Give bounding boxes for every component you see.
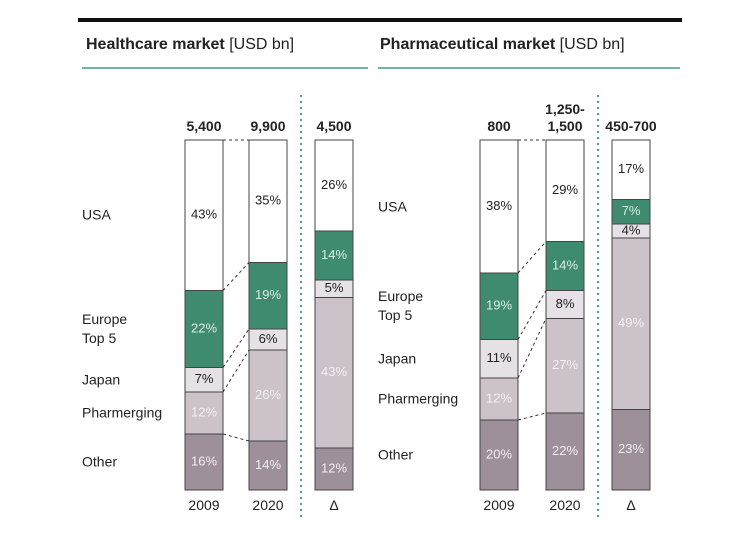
value-label: 26%	[321, 177, 347, 192]
legend-label: Japan	[378, 350, 417, 367]
legend-label: Europe Top 5	[82, 311, 128, 346]
bar-segment	[611, 139, 651, 200]
value-label: 6%	[259, 331, 278, 346]
value-label: 29%	[552, 182, 578, 197]
value-label: 26%	[255, 387, 281, 402]
bar-segment	[545, 318, 585, 414]
value-label: 14%	[552, 257, 578, 272]
bar-segment	[479, 272, 519, 340]
x-tick-label: 2009	[188, 497, 220, 513]
total-label: 5,400	[186, 118, 222, 134]
legend-label: Pharmerging	[378, 390, 459, 407]
bar-segment	[545, 290, 585, 319]
total-label: 4,500	[316, 118, 352, 134]
value-label: 14%	[321, 247, 347, 262]
x-tick-label: 2009	[483, 497, 515, 513]
bar-segment	[314, 139, 354, 232]
legend-label: USA	[378, 198, 407, 214]
bar-segment	[611, 237, 651, 410]
legend-label: Europe Top 5	[378, 288, 424, 324]
chart-title: Pharmaceutical market [USD bn]	[380, 36, 625, 53]
bar-segment	[545, 139, 585, 242]
value-label: 38%	[486, 198, 512, 213]
total-label: 9,900	[250, 118, 286, 134]
bar-segment	[184, 139, 224, 291]
value-label: 11%	[486, 350, 511, 365]
x-tick-label: Δ	[626, 497, 636, 513]
bar-segment	[184, 290, 224, 368]
legend-label: Japan	[82, 371, 121, 388]
value-label: 27%	[552, 357, 578, 372]
bar-segment	[479, 377, 519, 421]
chart-title: Healthcare market [USD bn]	[86, 36, 295, 53]
value-label: 14%	[255, 457, 281, 472]
bar-segment	[248, 139, 288, 263]
connector	[517, 412, 547, 421]
bar-segment	[248, 349, 288, 442]
value-label: 12%	[486, 390, 512, 405]
connector	[517, 318, 547, 379]
value-label: 43%	[191, 207, 217, 222]
total-label: 1,250-1,500	[545, 101, 585, 134]
bar-segment	[314, 447, 354, 491]
legend-label: USA	[82, 206, 111, 223]
bar-segment	[479, 339, 519, 379]
value-label: 7%	[195, 371, 214, 386]
value-label: 35%	[255, 193, 281, 208]
value-label: 22%	[191, 320, 217, 335]
connector	[222, 262, 250, 291]
bar-segment	[611, 199, 651, 225]
bar-segment	[545, 412, 585, 491]
legend-label: Pharmerging	[82, 404, 163, 421]
connector	[222, 349, 250, 393]
bar-segment	[184, 433, 224, 491]
value-label: 12%	[321, 460, 347, 475]
connector	[222, 328, 250, 368]
legend-label: Other	[82, 453, 118, 470]
bar-segment	[184, 367, 224, 393]
value-label: 20%	[486, 446, 512, 461]
bar-segment	[314, 297, 354, 449]
legend-label: Other	[378, 446, 414, 463]
x-tick-label: Δ	[329, 497, 339, 513]
value-label: 49%	[618, 315, 644, 330]
connector	[222, 433, 250, 442]
bar-segment	[545, 241, 585, 291]
connector	[517, 290, 547, 340]
connector	[517, 241, 547, 274]
value-label: 4%	[622, 222, 641, 237]
total-label: 450-700	[605, 118, 657, 134]
value-label: 19%	[486, 298, 512, 313]
value-label: 23%	[618, 441, 644, 456]
value-label: 12%	[191, 404, 217, 419]
value-label: 8%	[556, 296, 575, 311]
bar-segment	[479, 139, 519, 274]
value-label: 5%	[325, 280, 344, 295]
bar-segment	[479, 419, 519, 491]
value-label: 43%	[321, 364, 347, 379]
x-tick-label: 2020	[252, 497, 284, 513]
total-label: 800	[487, 118, 511, 134]
x-tick-label: 2020	[549, 497, 581, 513]
value-label: 17%	[618, 161, 644, 176]
value-label: 7%	[622, 203, 641, 218]
value-label: 22%	[552, 443, 578, 458]
value-label: 19%	[255, 287, 281, 302]
value-label: 16%	[191, 453, 217, 468]
